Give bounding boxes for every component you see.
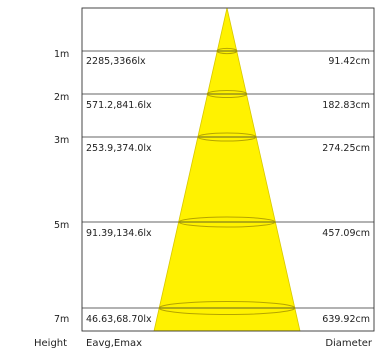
- diameter-value: 91.42cm: [328, 56, 370, 67]
- diameter-value: 457.09cm: [322, 228, 370, 239]
- beam-ellipse-7m: [158, 301, 296, 315]
- light-beam-cone: [153, 7, 301, 332]
- illuminance-value: 571.2,841.6lx: [86, 100, 152, 111]
- illuminance-value: 2285,3366lx: [86, 56, 146, 67]
- diagram-frame: [81, 7, 375, 332]
- beam-ellipse-2m: [206, 90, 248, 98]
- height-label: 5m: [54, 220, 69, 231]
- beam-ellipse-1m: [216, 47, 238, 55]
- height-label: 1m: [54, 49, 69, 60]
- height-label: 3m: [54, 135, 69, 146]
- illuminance-value: 46.63,68.70lx: [86, 314, 152, 325]
- diameter-value: 639.92cm: [322, 314, 370, 325]
- height-column-label: Height: [34, 338, 67, 349]
- diameter-value: 274.25cm: [322, 143, 370, 154]
- height-label: 7m: [54, 314, 69, 325]
- illuminance-value: 91.39,134.6lx: [86, 228, 152, 239]
- eavg-emax-column-label: Eavg,Emax: [86, 338, 142, 349]
- height-label: 2m: [54, 92, 69, 103]
- beam-ellipse-3m: [197, 132, 257, 142]
- beam-ellipse-5m: [178, 216, 276, 228]
- diameter-value: 182.83cm: [322, 100, 370, 111]
- illuminance-value: 253.9,374.0lx: [86, 143, 152, 154]
- diameter-column-label: Diameter: [325, 338, 373, 349]
